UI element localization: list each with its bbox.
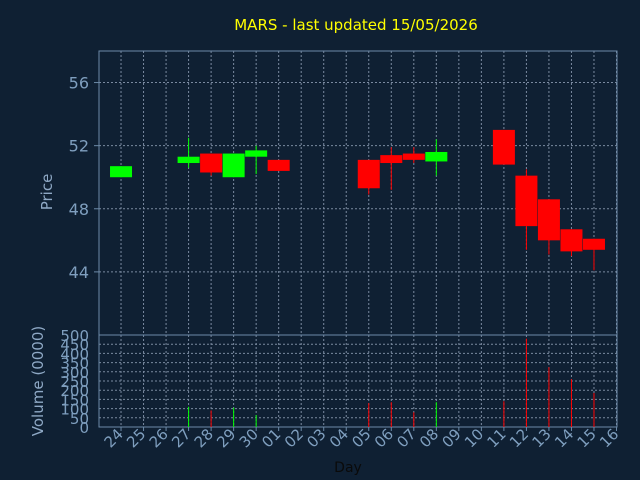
volume-tick-label: 250 — [60, 373, 89, 391]
candle-body — [110, 166, 133, 178]
candle-body — [492, 129, 515, 165]
candle-body — [177, 156, 200, 164]
price-tick-label: 52 — [69, 137, 89, 156]
price-panel: 44 48 52 56 — [69, 50, 618, 336]
candle-body — [380, 155, 403, 164]
x-axis-label: Day — [334, 460, 362, 476]
volume-tick-label: 150 — [60, 391, 89, 409]
candle-body — [222, 153, 245, 178]
candle-body — [582, 238, 605, 250]
candle-body — [245, 150, 268, 157]
candle-body — [402, 153, 425, 160]
volume-tick-label: 50 — [70, 410, 89, 428]
chart-title: MARS - last updated 15/05/2026 — [234, 16, 478, 34]
price-tick-label: 56 — [69, 74, 89, 93]
candle-body — [267, 159, 290, 171]
candle-body — [200, 153, 223, 173]
volume-panel-frame — [98, 334, 618, 428]
volume-tick-label: 100 — [60, 401, 89, 419]
candle-body — [425, 151, 448, 162]
candle-body — [560, 229, 583, 252]
volume-tick-label: 350 — [60, 355, 89, 373]
candle-body — [357, 159, 380, 189]
price-tick-label: 44 — [69, 263, 89, 282]
x-tick-label: 16 — [596, 425, 622, 451]
volume-tick-label: 300 — [60, 364, 89, 382]
volume-axis-label: Volume (0000) — [29, 326, 47, 436]
volume-tick-label: 0 — [79, 419, 89, 437]
price-panel-frame — [98, 50, 618, 336]
price-axis-label: Price — [38, 174, 56, 211]
volume-tick-label: 400 — [60, 345, 89, 363]
volume-tick-label: 500 — [60, 327, 89, 345]
price-tick-label: 48 — [69, 200, 89, 219]
candle-body — [515, 175, 538, 227]
x-axis-ticks: 2425262728293001020304050607080910111213… — [101, 425, 623, 451]
candle-body — [537, 199, 560, 241]
volume-tick-label: 450 — [60, 336, 89, 354]
volume-tick-label: 200 — [60, 382, 89, 400]
